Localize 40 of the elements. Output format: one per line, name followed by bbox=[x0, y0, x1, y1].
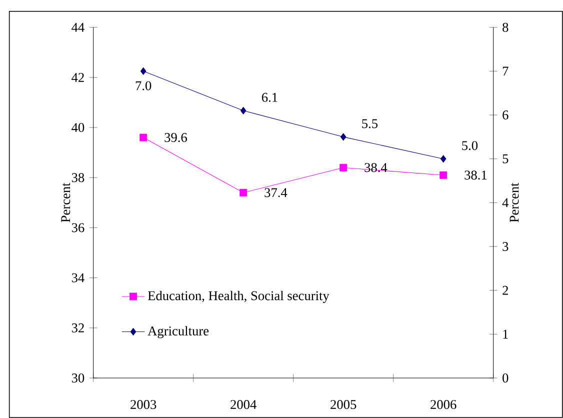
point bbox=[440, 171, 448, 179]
y2-tick-label: 3 bbox=[502, 242, 508, 251]
data-label: 5.0 bbox=[462, 141, 478, 150]
point bbox=[440, 155, 446, 163]
data-label: 39.6 bbox=[164, 133, 187, 142]
data-label: 37.4 bbox=[264, 188, 288, 198]
x-tick-label: 2004 bbox=[230, 400, 256, 410]
x-tick-label: 2003 bbox=[130, 400, 156, 410]
point bbox=[340, 164, 348, 172]
data-label: 38.1 bbox=[464, 170, 487, 180]
data-label: 6.1 bbox=[262, 92, 278, 102]
y-tick-label: 36 bbox=[72, 223, 84, 232]
x-tick-label: 2006 bbox=[430, 400, 456, 410]
legend-label: Education, Health, Social security bbox=[148, 290, 330, 303]
point bbox=[140, 67, 146, 75]
y2-axis-title: Percent bbox=[510, 182, 519, 222]
y2-tick-label: 0 bbox=[502, 374, 508, 382]
y-tick-label: 30 bbox=[72, 374, 84, 382]
y-tick-label: 38 bbox=[72, 173, 84, 182]
point bbox=[340, 133, 346, 141]
y2-tick-label: 6 bbox=[502, 110, 508, 120]
y-tick-label: 34 bbox=[72, 273, 84, 282]
x-tick-label: 2005 bbox=[330, 400, 356, 410]
point bbox=[240, 106, 246, 114]
y-tick-label: 32 bbox=[72, 323, 84, 332]
y2-tick-label: 5 bbox=[502, 154, 508, 164]
point bbox=[240, 188, 248, 196]
data-label: 5.5 bbox=[362, 119, 378, 128]
y2-tick-label: 4 bbox=[502, 198, 509, 208]
y-tick-label: 42 bbox=[72, 73, 84, 82]
y-axis-title: Percent bbox=[61, 182, 70, 222]
point bbox=[140, 134, 148, 142]
y2-tick-label: 7 bbox=[502, 66, 508, 76]
y-tick-label: 44 bbox=[72, 22, 84, 32]
legend-label: Agriculture bbox=[148, 326, 209, 338]
y-tick-label: 40 bbox=[72, 123, 84, 132]
y2-tick-label: 8 bbox=[502, 22, 508, 32]
y2-tick-label: 1 bbox=[503, 330, 508, 339]
y2-tick-label: 2 bbox=[502, 286, 508, 295]
data-label: 7.0 bbox=[136, 81, 152, 90]
